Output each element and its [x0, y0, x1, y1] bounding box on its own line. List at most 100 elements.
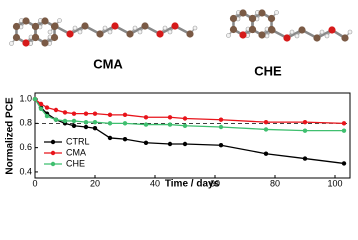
atom — [31, 22, 40, 31]
atom — [298, 26, 306, 34]
hydrogen — [162, 25, 168, 31]
data-point — [143, 115, 149, 120]
data-point — [71, 118, 77, 124]
data-point — [218, 143, 224, 148]
data-point — [44, 105, 50, 110]
x-tick-label: 80 — [270, 178, 280, 188]
data-point — [167, 141, 173, 147]
x-tick-label: 0 — [32, 178, 37, 188]
data-point — [107, 121, 113, 126]
atom — [22, 39, 30, 47]
data-point — [167, 115, 173, 120]
legend-marker — [50, 150, 56, 156]
atom — [50, 33, 59, 42]
atom — [248, 25, 257, 34]
atom — [12, 22, 21, 31]
data-point — [341, 161, 347, 166]
data-point — [92, 126, 98, 131]
data-point — [182, 141, 188, 147]
atom — [171, 22, 179, 30]
data-point — [53, 107, 59, 113]
data-point — [263, 151, 269, 156]
hydrogen — [167, 29, 173, 35]
atom — [258, 9, 266, 17]
data-point — [107, 112, 113, 118]
hydrogen — [107, 29, 113, 35]
atom — [66, 30, 74, 38]
data-point — [71, 123, 77, 128]
data-point — [44, 113, 50, 119]
molecule-label: CHE — [254, 63, 282, 78]
hydrogen — [9, 41, 14, 46]
hydrogen — [294, 33, 300, 39]
atom — [51, 22, 59, 30]
data-point — [38, 106, 44, 111]
legend-marker — [50, 139, 56, 145]
hydrogen — [319, 29, 325, 35]
y-tick-label: 0.4 — [19, 166, 32, 176]
hydrogen — [102, 25, 108, 31]
atom — [229, 25, 238, 34]
data-point — [62, 110, 68, 115]
data-point — [263, 119, 269, 125]
atom — [156, 30, 164, 38]
atom — [141, 22, 149, 30]
data-point — [122, 112, 128, 118]
x-tick-label: 40 — [150, 178, 160, 188]
series-line — [34, 98, 345, 125]
y-tick-label: 1.0 — [19, 93, 32, 103]
atom — [126, 30, 134, 38]
hydrogen — [192, 25, 198, 31]
plot-frame — [34, 92, 351, 179]
hydrogen — [47, 29, 53, 35]
legend-label: CMA — [66, 147, 86, 157]
atom — [111, 22, 119, 30]
legend-label: CHE — [66, 158, 85, 168]
atom — [258, 31, 266, 39]
molecule-label: CMA — [93, 56, 123, 71]
hydrogen — [264, 33, 270, 39]
hydrogen — [274, 10, 279, 15]
molecule-structures — [9, 9, 353, 47]
data-point — [92, 111, 98, 116]
atom — [267, 14, 276, 23]
atom — [328, 26, 336, 34]
atom — [283, 34, 291, 42]
data-point — [218, 117, 224, 122]
data-point — [182, 123, 188, 128]
x-tick-label: 20 — [90, 178, 100, 188]
atom — [341, 34, 349, 42]
atom — [41, 17, 49, 25]
hydrogen — [137, 29, 143, 35]
atom — [313, 34, 321, 42]
atom — [81, 22, 89, 30]
data-point — [71, 111, 77, 116]
data-point — [92, 119, 98, 125]
hydrogen — [57, 18, 62, 23]
y-tick-label: 0.8 — [19, 118, 32, 128]
data-point — [218, 124, 224, 130]
data-point — [182, 116, 188, 121]
data-point — [32, 96, 38, 102]
atom — [229, 14, 238, 23]
data-point — [38, 101, 44, 107]
data-point — [341, 121, 347, 126]
data-point — [83, 119, 89, 125]
data-point — [341, 128, 347, 133]
data-point — [263, 127, 269, 132]
legend-marker — [50, 161, 56, 167]
data-point — [83, 124, 89, 130]
hydrogen — [347, 29, 353, 35]
atom — [239, 9, 247, 17]
y-axis-label: Normalized PCE — [5, 97, 16, 175]
data-point — [143, 140, 149, 145]
data-point — [53, 117, 59, 122]
hydrogen — [72, 25, 78, 31]
hydrogen — [324, 33, 330, 39]
hydrogen — [226, 33, 231, 38]
atom — [186, 30, 194, 38]
atom — [96, 30, 104, 38]
hydrogen — [132, 25, 138, 31]
data-point — [122, 136, 128, 142]
hydrogen — [77, 29, 83, 35]
